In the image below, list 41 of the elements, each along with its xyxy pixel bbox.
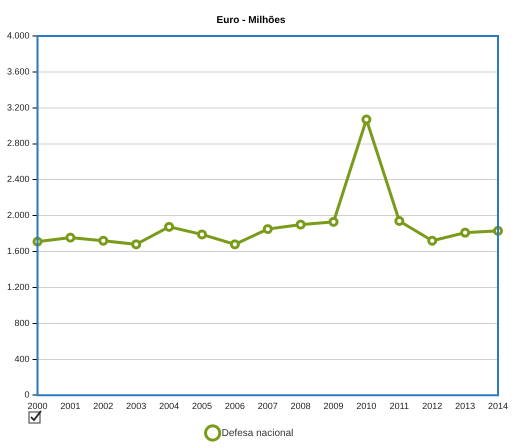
point	[98, 236, 108, 246]
y-tick-label: 800	[14, 318, 30, 328]
point	[196, 229, 207, 240]
x-tick-label: 2002	[93, 401, 114, 412]
y-tick-label: 2.800	[6, 138, 30, 148]
y-tick-label: 1.600	[6, 246, 30, 256]
x-tick-label: 2014	[488, 401, 508, 412]
x-tick-label: 2010	[356, 401, 376, 412]
y-tick-label: 400	[14, 354, 30, 364]
point	[361, 114, 372, 125]
x-tick-label: 2003	[126, 401, 146, 412]
point	[427, 236, 438, 246]
x-tick-label: 2008	[290, 401, 311, 412]
point	[131, 239, 142, 250]
y-tick-label: 0	[24, 390, 30, 400]
y-tick-label: 2.000	[6, 210, 30, 220]
point	[394, 216, 404, 226]
y-tick-label: 2.400	[6, 174, 30, 184]
x-tick-label: 2012	[422, 401, 442, 412]
x-tick-label: 2004	[159, 401, 180, 412]
y-tick-label: 3.200	[6, 102, 30, 112]
x-tick-label: 2001	[60, 401, 80, 412]
point	[328, 216, 339, 227]
x-tick-label: 2011	[390, 401, 410, 412]
x-tick-label: 2007	[258, 401, 278, 412]
point	[230, 239, 240, 250]
point	[65, 232, 76, 243]
point	[262, 224, 273, 234]
point	[164, 222, 174, 232]
y-tick-label: 1.200	[6, 282, 30, 292]
y-tick-label: 4.000	[6, 30, 30, 40]
x-tick-label: 2013	[455, 401, 476, 412]
y-tick-label: 3.600	[6, 66, 30, 76]
x-tick-label: 2009	[324, 401, 344, 412]
point	[460, 228, 470, 238]
x-tick-label: 2000	[28, 401, 48, 412]
point	[296, 220, 306, 230]
x-tick-label: 2005	[192, 401, 212, 412]
chart-title: Euro - Milhões	[216, 14, 286, 26]
legend-label: Defesa nacional	[222, 428, 294, 439]
x-tick-label: 2006	[224, 401, 245, 412]
